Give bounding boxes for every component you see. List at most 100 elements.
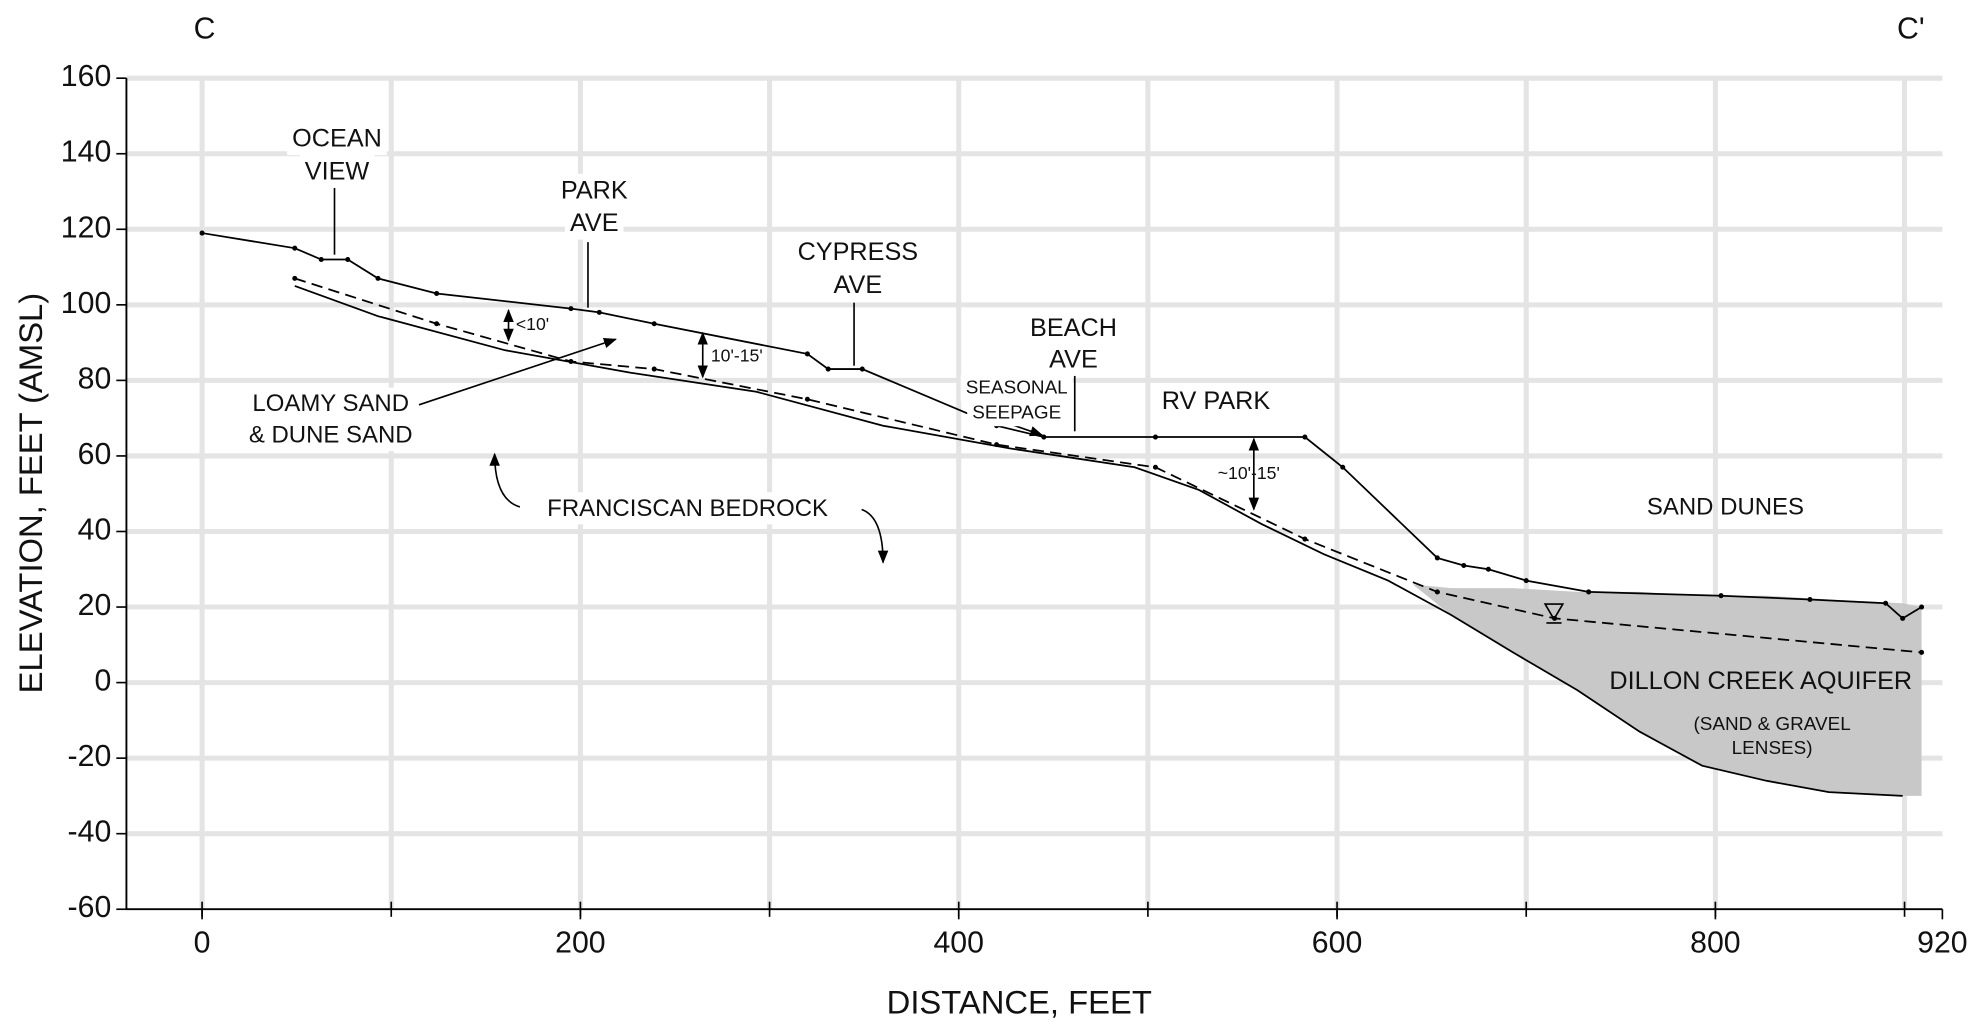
point bbox=[199, 230, 205, 236]
y-tick-label: 80 bbox=[78, 362, 112, 395]
annotation: AVE bbox=[834, 271, 883, 299]
y-tick-label: 40 bbox=[78, 513, 112, 546]
point bbox=[1302, 536, 1308, 542]
annotation: C bbox=[194, 12, 216, 45]
point bbox=[1919, 604, 1925, 610]
annotation: SEASONAL bbox=[966, 377, 1068, 398]
annotation: C' bbox=[1897, 12, 1925, 45]
point bbox=[292, 245, 298, 251]
point bbox=[568, 306, 574, 312]
leader bbox=[418, 337, 617, 406]
y-tick-label: 60 bbox=[78, 438, 112, 471]
point bbox=[1586, 589, 1592, 595]
y-tick-label: 100 bbox=[61, 287, 111, 320]
point bbox=[859, 366, 865, 372]
point bbox=[375, 275, 381, 281]
x-tick-label: 800 bbox=[1690, 927, 1740, 960]
x-tick-label: 400 bbox=[933, 927, 983, 960]
point bbox=[1302, 434, 1308, 440]
point bbox=[1152, 464, 1158, 470]
label-background bbox=[1025, 311, 1122, 345]
water-table-symbol bbox=[1543, 603, 1565, 621]
annotation: RV PARK bbox=[1162, 387, 1271, 415]
y-tick-label: 140 bbox=[61, 136, 111, 169]
point bbox=[1434, 555, 1440, 561]
y-tick-label: 120 bbox=[61, 211, 111, 244]
point bbox=[1434, 589, 1440, 595]
annotation: & DUNE SAND bbox=[249, 422, 413, 449]
annotation: CYPRESS bbox=[798, 238, 919, 266]
annotation: LENSES) bbox=[1732, 738, 1813, 759]
point bbox=[804, 351, 810, 357]
label-background bbox=[542, 492, 834, 525]
leader bbox=[861, 508, 889, 564]
y-axis-title: ELEVATION, FEET (AMSL) bbox=[12, 293, 49, 694]
leader bbox=[489, 452, 521, 508]
label-background bbox=[1156, 384, 1276, 418]
point bbox=[804, 396, 810, 402]
point bbox=[292, 275, 298, 281]
x-tick-label: 920 bbox=[1917, 927, 1967, 960]
point bbox=[1718, 593, 1724, 599]
x-tick-label: 0 bbox=[194, 927, 211, 960]
point bbox=[1152, 434, 1158, 440]
annotation: DILLON CREEK AQUIFER bbox=[1609, 667, 1912, 695]
annotation: LOAMY SAND bbox=[252, 390, 409, 417]
point bbox=[318, 256, 324, 263]
label-background bbox=[247, 387, 415, 420]
aquifer-area bbox=[1412, 584, 1922, 796]
axes: -60 -40 -20 0 20 40 60 80 100 120 140 160 0 200 400 600… bbox=[61, 60, 1968, 959]
annotation: PARK bbox=[561, 176, 628, 204]
annotation: (SAND & GRAVEL bbox=[1694, 714, 1851, 735]
label-background bbox=[792, 235, 924, 269]
annotation: OCEAN bbox=[292, 125, 382, 153]
annotation: AVE bbox=[1049, 345, 1098, 373]
annotation: SEEPAGE bbox=[972, 403, 1061, 424]
annotation: SAND DUNES bbox=[1647, 494, 1804, 521]
point bbox=[345, 256, 351, 263]
point bbox=[1919, 649, 1925, 655]
y-tick-label: -20 bbox=[68, 740, 112, 773]
y-tick-label: -40 bbox=[68, 816, 112, 849]
point bbox=[596, 309, 602, 315]
point bbox=[1041, 434, 1047, 440]
label-background bbox=[564, 206, 624, 240]
annotation: BEACH bbox=[1030, 314, 1117, 342]
point bbox=[651, 366, 657, 372]
y-tick-label: 160 bbox=[61, 60, 111, 93]
point bbox=[434, 321, 440, 327]
point bbox=[1807, 596, 1813, 603]
profile-line bbox=[294, 285, 1903, 797]
label-background bbox=[299, 154, 375, 188]
annotation: AVE bbox=[570, 209, 619, 237]
label-background bbox=[1044, 342, 1103, 376]
annotation: FRANCISCAN BEDROCK bbox=[547, 495, 828, 522]
point bbox=[825, 366, 831, 372]
x-tick-label: 200 bbox=[555, 927, 605, 960]
label-background bbox=[287, 122, 387, 156]
point bbox=[1485, 566, 1491, 572]
annotations: C C' OCEAN VIEW PARK AVE CYPRESS AVE BEACH AVE SEA… bbox=[194, 12, 1925, 759]
y-tick-label: -60 bbox=[68, 891, 112, 924]
point bbox=[1461, 562, 1467, 569]
y-tick-label: 20 bbox=[78, 589, 112, 622]
point bbox=[1900, 615, 1906, 621]
point bbox=[434, 290, 440, 297]
annotation: ~10'-15' bbox=[1218, 463, 1280, 483]
x-tick-label: 600 bbox=[1312, 927, 1362, 960]
x-axis-title: DISTANCE, FEET bbox=[887, 984, 1152, 1021]
y-tick-label: 0 bbox=[94, 665, 111, 698]
label-background bbox=[960, 374, 1073, 401]
label-background bbox=[243, 419, 418, 452]
point bbox=[651, 321, 657, 327]
point bbox=[1883, 600, 1889, 606]
annotation: <10' bbox=[516, 314, 549, 334]
data-layer bbox=[199, 230, 1925, 797]
label-background bbox=[828, 268, 888, 302]
label-background bbox=[967, 400, 1067, 427]
point bbox=[1340, 464, 1346, 470]
annotation: VIEW bbox=[305, 157, 370, 185]
annotation: 10'-15' bbox=[711, 346, 763, 366]
